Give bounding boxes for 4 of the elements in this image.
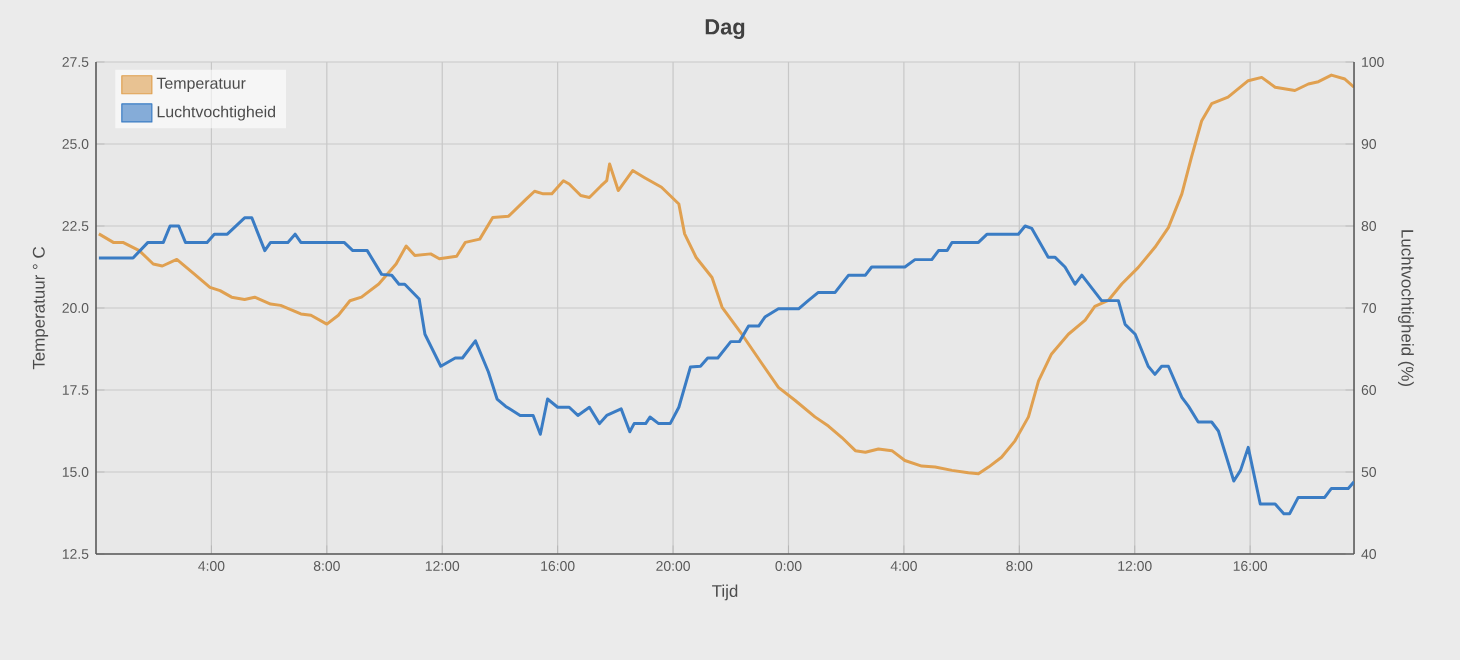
y-axis-title: Temperatuur ° C (32, 246, 49, 370)
y2-axis-title: Luchtvochtigheid (%) (1398, 230, 1414, 386)
chart-title: Dag (705, 19, 745, 40)
x-axis-title: Tijd (712, 584, 738, 601)
